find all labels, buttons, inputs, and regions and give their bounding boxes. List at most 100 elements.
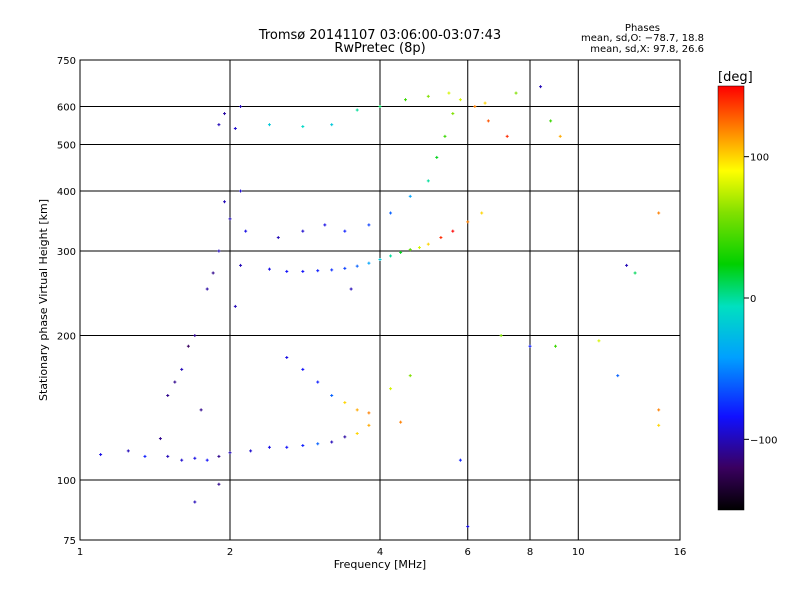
data-point — [217, 482, 221, 486]
data-point — [367, 411, 371, 415]
data-point — [528, 344, 532, 348]
data-point — [408, 374, 412, 378]
y-axis-ticks: 75 100 200 300 400 500 600 750 — [57, 56, 76, 547]
x-tick-label: 8 — [527, 547, 533, 558]
x-tick-label: 1 — [77, 547, 83, 558]
data-point — [389, 211, 393, 215]
data-point — [505, 134, 509, 138]
data-point — [205, 287, 209, 291]
data-point — [367, 261, 371, 265]
data-point — [389, 387, 393, 391]
y-tick-label: 750 — [57, 56, 76, 67]
data-point — [633, 271, 637, 275]
colorbar-tick-label: −100 — [750, 435, 777, 446]
data-point — [426, 94, 430, 98]
data-point — [166, 454, 170, 458]
data-point — [408, 194, 412, 198]
data-point — [301, 269, 305, 273]
data-point — [301, 444, 305, 448]
data-point — [285, 355, 289, 359]
data-point — [426, 179, 430, 183]
data-point — [301, 367, 305, 371]
data-point — [447, 91, 451, 95]
data-point — [193, 334, 197, 338]
y-axis-label: Stationary phase Virtual Height [km] — [37, 199, 50, 401]
data-point — [193, 456, 197, 460]
data-point — [228, 451, 232, 455]
colorbar-unit: [deg] — [718, 70, 753, 85]
data-point — [403, 98, 407, 102]
data-point — [466, 525, 470, 529]
data-point — [367, 223, 371, 227]
phases-o-stats: mean, sd,O: −78.7, 18.8 — [581, 33, 704, 44]
x-axis-ticks: 1 2 4 6 8 10 16 — [77, 547, 687, 558]
data-point — [625, 263, 629, 267]
data-point — [330, 123, 334, 127]
data-point — [205, 458, 209, 462]
data-point — [549, 119, 553, 123]
data-point — [657, 211, 661, 215]
data-point — [426, 242, 430, 246]
data-point — [126, 449, 130, 453]
data-point — [316, 442, 320, 446]
data-point — [657, 423, 661, 427]
chart-subtitle: RwPretec (8p) — [334, 41, 426, 56]
y-tick-label: 500 — [57, 141, 76, 152]
data-point — [473, 105, 477, 109]
x-tick-label: 6 — [465, 547, 471, 558]
data-point — [285, 269, 289, 273]
data-point — [378, 105, 382, 109]
data-point — [355, 108, 359, 112]
data-point — [233, 126, 237, 130]
data-point — [399, 250, 403, 254]
x-tick-label: 4 — [377, 547, 383, 558]
data-point — [267, 445, 271, 449]
data-point — [355, 408, 359, 412]
colorbar-ticks: 100 0 −100 — [744, 153, 777, 446]
phases-x-stats: mean, sd,X: 97.8, 26.6 — [590, 44, 704, 55]
data-point — [276, 236, 280, 240]
data-point — [223, 112, 227, 116]
data-point — [239, 189, 243, 193]
x-tick-label: 10 — [572, 547, 585, 558]
data-point — [217, 454, 221, 458]
data-point — [267, 123, 271, 127]
data-point — [223, 200, 227, 204]
colorbar-tick-label: 100 — [750, 153, 769, 164]
data-point — [239, 105, 243, 109]
data-point — [199, 408, 203, 412]
data-point — [323, 223, 327, 227]
data-point — [99, 453, 103, 457]
data-point — [166, 394, 170, 398]
data-point — [597, 339, 601, 343]
y-tick-label: 75 — [63, 536, 76, 547]
y-tick-label: 200 — [57, 332, 76, 343]
y-tick-label: 400 — [57, 187, 76, 198]
data-point — [193, 500, 197, 504]
data-point — [217, 249, 221, 253]
data-point — [180, 367, 184, 371]
y-tick-label: 600 — [57, 103, 76, 114]
data-point — [316, 380, 320, 384]
data-point — [408, 248, 412, 252]
chart-title: Tromsø 20141107 03:06:00-03:07:43 — [258, 28, 502, 43]
data-point — [514, 91, 518, 95]
data-point — [158, 437, 162, 441]
data-point — [367, 423, 371, 427]
data-point — [249, 449, 253, 453]
data-point — [443, 134, 447, 138]
data-point — [378, 258, 382, 262]
data-point — [486, 119, 490, 123]
data-point — [343, 229, 347, 233]
data-point — [173, 380, 177, 384]
data-point — [180, 458, 184, 462]
data-point — [539, 85, 543, 89]
x-tick-label: 2 — [227, 547, 233, 558]
data-point — [239, 263, 243, 267]
data-point — [399, 420, 403, 424]
data-point — [417, 246, 421, 250]
data-point — [553, 344, 557, 348]
data-point — [343, 435, 347, 439]
data-point — [451, 229, 455, 233]
